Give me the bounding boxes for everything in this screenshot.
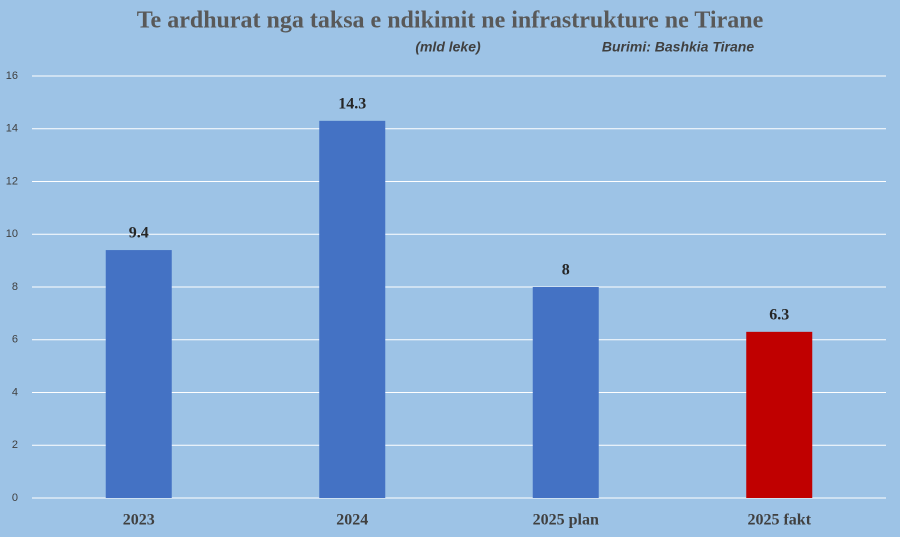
value-label: 8 xyxy=(562,262,570,279)
value-label: 6.3 xyxy=(769,307,789,324)
y-tick-label: 6 xyxy=(12,334,18,346)
chart-subtitle: (mld leke) xyxy=(415,39,481,55)
x-tick-label: 2025 fakt xyxy=(747,512,811,529)
bar xyxy=(105,250,172,498)
y-tick-label: 8 xyxy=(12,281,18,293)
chart-title: Te ardhurat nga taksa e ndikimit ne infr… xyxy=(137,8,764,34)
y-tick-label: 10 xyxy=(6,228,18,240)
source-note: Burimi: Bashkia Tirane xyxy=(602,39,754,55)
value-label: 14.3 xyxy=(338,96,366,113)
x-tick-label: 2023 xyxy=(123,512,155,529)
value-label: 9.4 xyxy=(129,225,149,242)
bar xyxy=(319,120,386,499)
y-tick-label: 0 xyxy=(12,492,18,504)
x-tick-label: 2025 plan xyxy=(533,512,599,529)
y-tick-label: 12 xyxy=(6,175,18,187)
y-tick-label: 16 xyxy=(6,70,18,82)
bar xyxy=(746,331,813,498)
bar xyxy=(532,287,599,498)
y-tick-label: 14 xyxy=(6,123,18,135)
y-tick-label: 4 xyxy=(12,386,18,398)
y-tick-label: 2 xyxy=(12,439,18,451)
x-tick-label: 2024 xyxy=(336,512,368,529)
